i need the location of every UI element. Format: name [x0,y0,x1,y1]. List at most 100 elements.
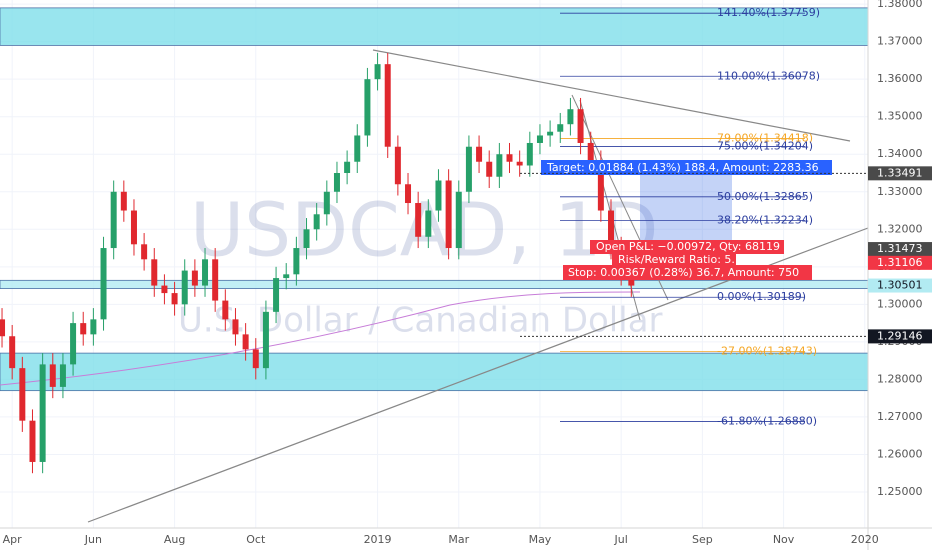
candles [0,52,635,474]
candle-body [344,161,351,173]
fib-label: -27.00%(1.28743) [717,345,817,358]
candle-body [486,161,493,177]
candle-body [597,161,604,211]
candle-body [608,210,615,249]
y-tick-label: 1.38000 [877,0,923,10]
candle-body [415,203,422,237]
x-tick-label: Jul [614,533,628,546]
y-tick-label: 1.35000 [877,110,923,123]
candle-body [516,161,523,166]
candle-body [476,146,483,162]
y-tick-label: 1.26000 [877,447,923,460]
candle-body [557,124,564,132]
candle-body [202,259,209,286]
candle-body [364,79,371,136]
candle-body [506,154,513,162]
candle-body [445,180,452,249]
zone [0,352,869,392]
price-tag-label: 1.31106 [877,256,923,269]
candle-body [80,323,87,335]
candle-body [232,319,239,335]
candle-body [252,349,259,369]
candle-body [567,109,574,125]
fib-label: 110.00%(1.36078) [717,69,820,82]
moving-average [0,291,641,386]
x-tick-label: Apr [3,533,23,546]
price-tag-label: 1.29146 [877,329,923,342]
candle-body [323,191,330,215]
candle-body [212,259,219,301]
price-tag [868,278,932,293]
price-tag-label: 1.33491 [877,166,923,179]
y-tick-label: 1.34000 [877,147,923,160]
fib-label: -61.80%(1.26880) [717,414,817,427]
y-tick-label: 1.28000 [877,372,923,385]
target-label: Target: 0.01884 (1.43%) 188.4, Amount: 2… [546,161,819,174]
x-tick-label: Jun [84,533,102,546]
candle-body [303,229,310,249]
candle-body [141,244,148,260]
stop-label: Stop: 0.00367 (0.28%) 36.7, Amount: 750 [568,266,799,279]
fib-label: 141.40%(1.37759) [717,6,820,19]
candle-body [59,364,66,387]
candle-body [283,274,290,279]
candle-body [9,336,16,369]
zone [0,7,869,46]
candle-body [171,293,178,305]
ratio-label: Risk/Reward Ratio: 5.13 [618,253,749,266]
candle-body [455,191,462,249]
trend-line [372,49,851,142]
candle-body [333,172,340,192]
y-tick-label: 1.27000 [877,410,923,423]
candle-body [374,64,381,80]
stop-label-box [563,265,812,280]
axes: 1.250001.260001.270001.280001.290001.300… [3,0,932,546]
candle-body [120,191,127,211]
fib-label: 50.00%(1.32865) [717,190,813,203]
candle-body [425,210,432,237]
candle-body [354,135,361,162]
fib-label: 75.00%(1.34204) [717,140,813,153]
candle-body [110,191,117,249]
candle-body [161,285,168,294]
candle-body [181,270,188,305]
pnl-label: Open P&L: −0.00972, Qty: 68119 [596,240,780,253]
candle-body [496,154,503,177]
x-tick-label: May [529,533,552,546]
candle-body [0,319,6,337]
candle-body [577,109,584,143]
price-tag [868,255,932,270]
target-zone [640,172,732,246]
price-tag [868,242,932,257]
candle-body [465,146,472,192]
candle-body [536,135,543,143]
y-tick-label: 1.33000 [877,185,923,198]
candle-body [242,334,249,350]
candle-body [19,368,26,421]
y-tick-label: 1.30000 [877,297,923,310]
candle-body [191,270,198,286]
x-tick-label: Aug [164,533,185,546]
x-tick-label: Nov [773,533,795,546]
pnl-label-box [590,240,784,254]
candle-body [39,364,46,462]
candle-body [405,184,412,204]
ratio-label-box [612,253,736,266]
candle-body [262,311,269,369]
candle-body [49,364,56,387]
price-tag-label: 1.30501 [877,279,923,292]
price-tag-label: 1.31473 [877,242,923,255]
candle-body [70,323,77,365]
fib-label: 0.00%(1.30189) [717,290,806,303]
candle-body [526,142,533,166]
candle-body [222,300,229,320]
x-tick-label: 2020 [851,533,879,546]
candle-body [130,210,137,245]
y-tick-label: 1.36000 [877,72,923,85]
fib-levels: 141.40%(1.37759) 110.00%(1.36078) 79.00%(1… [560,6,820,427]
x-tick-label: Sep [692,533,713,546]
y-tick-label: 1.25000 [877,485,923,498]
y-tick-label: 1.37000 [877,35,923,48]
watermark-symbol: USDCAD, 1D [190,188,659,274]
